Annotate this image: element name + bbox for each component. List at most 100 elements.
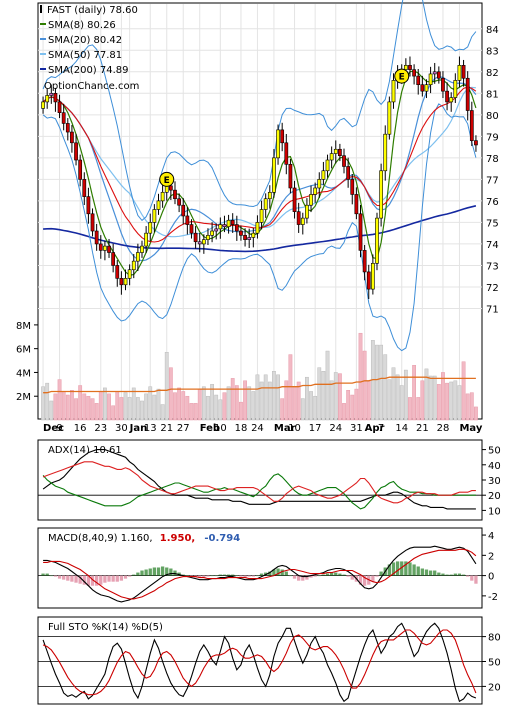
series-line--d [42,629,477,696]
stochastic-plot: 20 50 80 [38,622,501,703]
macd-histogram-bar [132,574,136,576]
candle-body [383,133,388,172]
date-tick-label: 10 [288,423,301,434]
series-line-adx [42,449,476,510]
macd-histogram-bar [140,570,144,576]
adx-plot: 10 20 30 40 50 [38,446,501,517]
volume-bar [272,371,276,421]
macd-histogram-bar [259,573,264,576]
volume-bar [131,387,136,421]
sto-panel-frame [37,616,483,705]
volume-bar [206,395,210,421]
macd-title: MACD(8,40,9) 1.160, 1.950, -0.794 [48,533,240,544]
candle-body [247,237,252,240]
candle-body [263,198,268,210]
volume-bar [362,350,367,421]
candle-body [436,71,441,79]
candle-body [305,204,309,219]
candle-body [103,245,107,251]
candle-body [424,84,429,92]
volume-bar [469,392,474,421]
volume-bar [218,399,223,421]
price-axis: 71 72 73 74 75 76 77 78 79 80 81 82 83 84 [486,25,499,316]
candle-body [201,239,206,245]
panel-tick-label: -2 [488,592,498,603]
macd-histogram-bar [136,572,140,576]
macd-histogram-bar [235,575,239,577]
candle-body [197,241,202,245]
macd-histogram-bar [45,573,49,576]
volume-bar [284,380,289,421]
candle-body [94,230,99,245]
price-tick-label: 73 [486,261,499,272]
series-line-macd [43,545,477,603]
volume-bars [41,332,478,421]
macd-histogram-bar [123,575,128,579]
volume-bar [474,406,478,421]
candle-body [82,179,87,197]
date-tick-label: May [459,423,482,434]
macd-histogram-bar [305,575,309,580]
legend-label: SMA(20) 80.42 [48,35,122,46]
volume-bar [135,397,140,421]
volume-bar [140,400,144,421]
volume-bar [350,394,355,421]
macd-histogram-bar [470,575,474,581]
macd-histogram-bar [420,568,424,576]
candle-body [243,235,247,240]
date-tick-label: 31 [350,423,363,434]
volume-bar [259,381,264,421]
candle-body [375,217,379,264]
price-tick-label: 78 [486,154,499,165]
volume-bar [416,397,421,421]
volume-bar [210,384,214,421]
candle-body [218,224,223,230]
macd-histogram-bar [313,575,317,577]
volume-bar [173,392,177,421]
panel-tick-label: 40 [488,461,501,472]
panel-tick-label: 4 [488,531,494,542]
date-tick-label: Apr [365,423,385,434]
macd-histogram-bar [185,575,190,577]
candle-body [457,65,462,81]
volume-average-line [43,376,476,394]
volume-bar [98,391,103,421]
date-tick-label: 17 [309,423,322,434]
sto-title: Full STO %K(14) %D(5) [48,622,163,633]
macd-histogram-bar [400,561,404,576]
candle-body [366,271,371,290]
macd-histogram-bar [321,574,326,576]
date-tick-label: 14 [395,423,408,434]
candle-body [465,77,470,111]
volume-bar [164,351,169,421]
macd-histogram-bar [239,575,243,577]
macd-histogram-bar [210,575,214,577]
macd-histogram-bar [268,571,272,576]
price-tick-label: 79 [486,132,499,143]
candle-body [317,179,322,189]
candle-body [267,191,272,200]
macd-histogram-bar [334,572,338,576]
candle-body [78,159,83,180]
macd-histogram-bar [111,575,115,582]
candle-body [41,101,45,109]
volume-bar [148,386,153,421]
candle-body [371,262,375,290]
volume-bar [263,374,268,421]
macd-histogram-bar [165,567,169,576]
macd-histogram-bar [90,575,95,586]
candle-body [156,200,161,210]
volume-bar [276,374,280,421]
candle-body [230,219,235,225]
macd-histogram-bar [329,572,334,576]
macd-histogram-bar [424,569,429,576]
macd-plot: -2 0 2 4 [38,531,498,603]
volume-bar [70,390,74,421]
macd-histogram-bar [445,574,449,576]
panel-tick-label: 50 [488,658,501,669]
macd-histogram-bar [214,575,218,577]
candle-body [362,250,367,273]
volume-axis: 2M 4M 6M 8M [16,321,38,403]
earnings-marker [159,171,175,187]
